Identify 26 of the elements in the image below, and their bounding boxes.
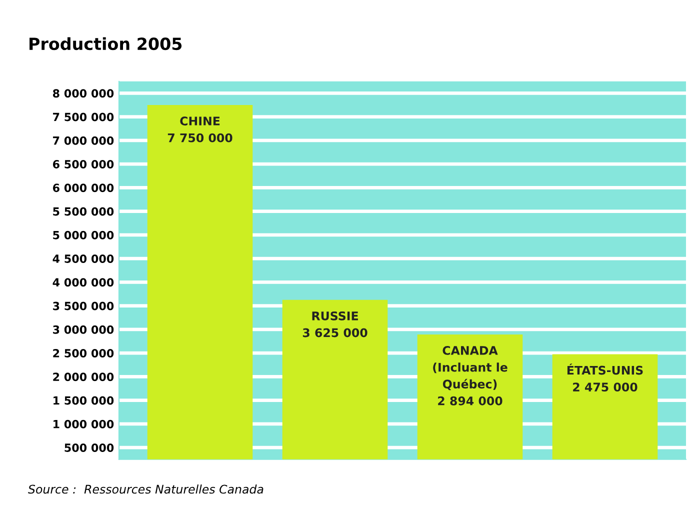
- y-tick-label: 6 000 000: [52, 184, 114, 192]
- y-tick-label: 6 500 000: [52, 160, 114, 168]
- data-label: 3 625 000: [302, 328, 368, 338]
- data-label: 7 750 000: [168, 133, 232, 142]
- y-tick-label: 2 500 000: [53, 349, 114, 358]
- y-tick-label: 3 000 000: [53, 325, 114, 334]
- data-label: 2 894 000: [438, 396, 502, 406]
- y-tick-label: 8 000 000: [52, 89, 114, 98]
- x-tick-label: ÉTATS-UNIS: [567, 364, 643, 375]
- x-tick-label: RUSSIE: [312, 311, 358, 320]
- x-tick-label: CHINE: [180, 116, 220, 126]
- y-tick-label: 2 000 000: [53, 372, 114, 382]
- y-tick-label: 3 500 000: [53, 302, 114, 310]
- source-note: Source : Ressources Naturelles Canada: [28, 484, 264, 494]
- y-tick-label: 1 500 000: [54, 396, 114, 405]
- y-tick-label: 500 000: [64, 444, 114, 452]
- y-tick-label: 4 500 000: [52, 254, 114, 263]
- chart-title: Production 2005: [30, 37, 182, 50]
- y-tick-label: 5 500 000: [53, 207, 114, 216]
- y-tick-label: 7 500 000: [53, 112, 114, 122]
- y-tick-label: 4 000 000: [52, 278, 114, 287]
- y-tick-label: 1 000 000: [54, 420, 114, 428]
- data-label: 2 475 000: [573, 382, 638, 392]
- y-tick-label: 7 000 000: [53, 136, 114, 145]
- y-tick-label: 5 000 000: [53, 230, 114, 240]
- x-tick-label: CANADA (Incluant le Québec): [433, 346, 508, 390]
